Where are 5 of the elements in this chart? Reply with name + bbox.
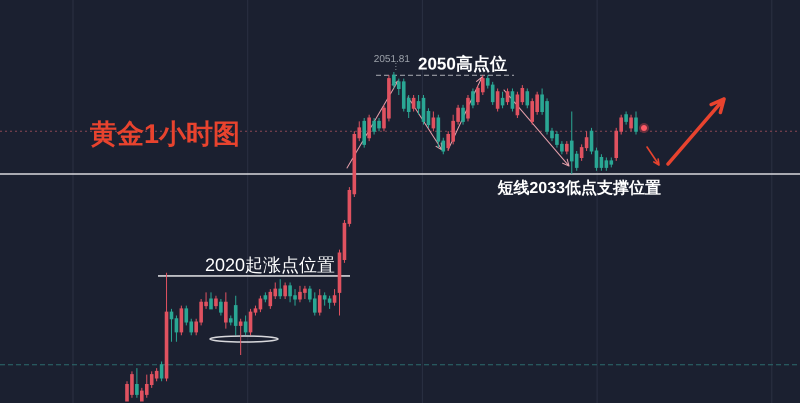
ref-label: 短线2033低点支撑位置 [497, 180, 661, 197]
ref-label: 2020起涨点位置 [204, 254, 335, 275]
ref-label: 2050高点位 [418, 54, 507, 74]
title: 黄金1小时图 [90, 119, 240, 149]
annotation: 2051.81 [374, 54, 410, 65]
